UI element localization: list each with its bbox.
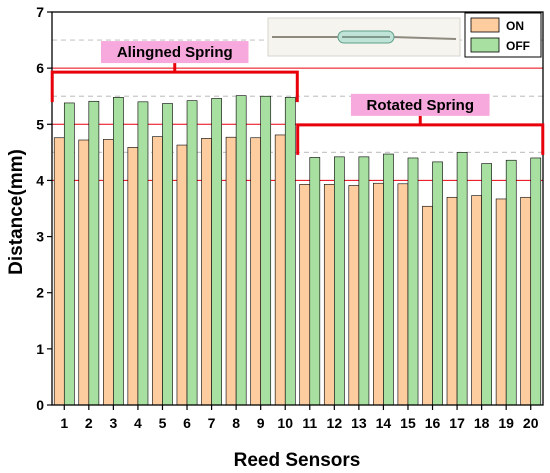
annotation-brackets: Alingned Spring Rotated Spring <box>50 41 545 155</box>
x-tick-label: 14 <box>376 415 392 431</box>
legend-label-off: OFF <box>506 39 530 53</box>
annotation-2: Rotated Spring <box>296 93 545 155</box>
plot-frame <box>51 11 544 406</box>
bar-on-4 <box>127 147 139 406</box>
bar-on-14 <box>373 182 384 406</box>
annotation-label-bg <box>101 41 249 64</box>
x-axis-title: Reed Sensors <box>234 450 361 471</box>
x-tick-label: 13 <box>351 415 367 431</box>
legend-label-on: ON <box>506 19 524 33</box>
legend-swatch-off <box>470 37 500 53</box>
x-tick-label: 11 <box>302 415 317 431</box>
bar-on-16 <box>422 205 433 406</box>
bar-off-20 <box>530 157 542 406</box>
bar-off-16 <box>432 161 443 406</box>
bar-on-8 <box>225 136 237 406</box>
y-tick-label: 5 <box>36 116 44 132</box>
x-tick-label: 16 <box>425 415 441 431</box>
bar-on-1 <box>53 137 65 406</box>
annotation-1: Alingned Spring <box>50 41 299 103</box>
annotation-label: Rotated Spring <box>367 97 475 114</box>
bar-on-12 <box>323 184 335 406</box>
x-tick-label: 20 <box>523 415 539 431</box>
x-tick-label: 17 <box>449 415 465 431</box>
bar-off-12 <box>334 156 345 406</box>
x-tick-label: 6 <box>183 415 191 431</box>
y-tick-label: 2 <box>36 285 44 301</box>
y-tick-label: 1 <box>36 341 44 357</box>
bar-on-13 <box>348 185 360 406</box>
annotation-label-bg <box>350 93 490 116</box>
x-tick-label: 15 <box>400 415 416 431</box>
bar-on-17 <box>446 196 458 406</box>
bar-on-7 <box>201 138 212 406</box>
bar-on-2 <box>78 139 90 406</box>
x-tick-label: 5 <box>159 415 167 431</box>
bar-off-18 <box>481 163 492 406</box>
annotation-bracket <box>50 70 299 103</box>
bar-on-15 <box>397 183 409 406</box>
bar-off-7 <box>211 98 222 406</box>
x-tick-label: 19 <box>498 415 514 431</box>
x-tick-label: 8 <box>232 415 240 431</box>
y-tick-label: 7 <box>36 4 44 20</box>
bar-off-11 <box>309 157 321 406</box>
bar-off-6 <box>186 100 198 406</box>
bar-off-13 <box>358 156 370 406</box>
x-tick-label: 3 <box>109 415 117 431</box>
y-tick-label: 6 <box>36 60 44 76</box>
x-tick-label: 7 <box>208 415 216 431</box>
bar-on-5 <box>152 136 163 406</box>
bar-off-4 <box>137 101 149 406</box>
bar-off-19 <box>505 159 517 406</box>
bar-off-2 <box>88 100 100 406</box>
legend: ON OFF <box>464 12 542 58</box>
bars <box>53 95 542 406</box>
bar-off-9 <box>260 95 272 406</box>
x-tick-labels: 1 2 3 4 5 6 7 8 9 10 11 12 13 14 15 16 17 18 19 20 <box>60 415 538 431</box>
bar-off-1 <box>63 102 75 406</box>
bar-off-8 <box>235 95 247 406</box>
y-tick-labels: 0 1 2 3 4 5 6 7 <box>36 4 44 413</box>
bar-on-10 <box>274 134 286 406</box>
y-tick-label: 0 <box>36 397 44 413</box>
bar-off-14 <box>383 153 394 406</box>
bar-off-5 <box>162 103 173 406</box>
x-tick-label: 1 <box>60 415 68 431</box>
bar-on-20 <box>520 196 532 406</box>
x-tick-label: 4 <box>134 415 142 431</box>
bar-on-6 <box>176 144 188 406</box>
x-tick-label: 9 <box>257 415 265 431</box>
x-tick-label: 10 <box>277 415 293 431</box>
x-tick-label: 18 <box>474 415 490 431</box>
bar-off-3 <box>113 97 124 406</box>
axes <box>47 11 544 410</box>
y-axis-title: Distance(mm) <box>6 149 27 275</box>
bar-on-3 <box>103 139 114 406</box>
y-tick-label: 3 <box>36 229 44 245</box>
legend-swatch-on <box>470 17 500 33</box>
annotation-label: Alingned Spring <box>117 44 233 61</box>
bar-on-9 <box>250 137 261 406</box>
y-tick-label: 4 <box>36 172 44 188</box>
annotation-bracket <box>296 123 545 155</box>
bar-on-19 <box>495 198 507 406</box>
reed-switch-photo <box>267 17 461 57</box>
bar-off-17 <box>456 152 468 406</box>
x-tick-label: 2 <box>85 415 93 431</box>
bar-on-18 <box>471 195 482 406</box>
x-tick-label: 12 <box>327 415 343 431</box>
bar-on-11 <box>299 184 311 406</box>
bar-off-15 <box>407 157 419 406</box>
bar-off-10 <box>284 97 296 406</box>
